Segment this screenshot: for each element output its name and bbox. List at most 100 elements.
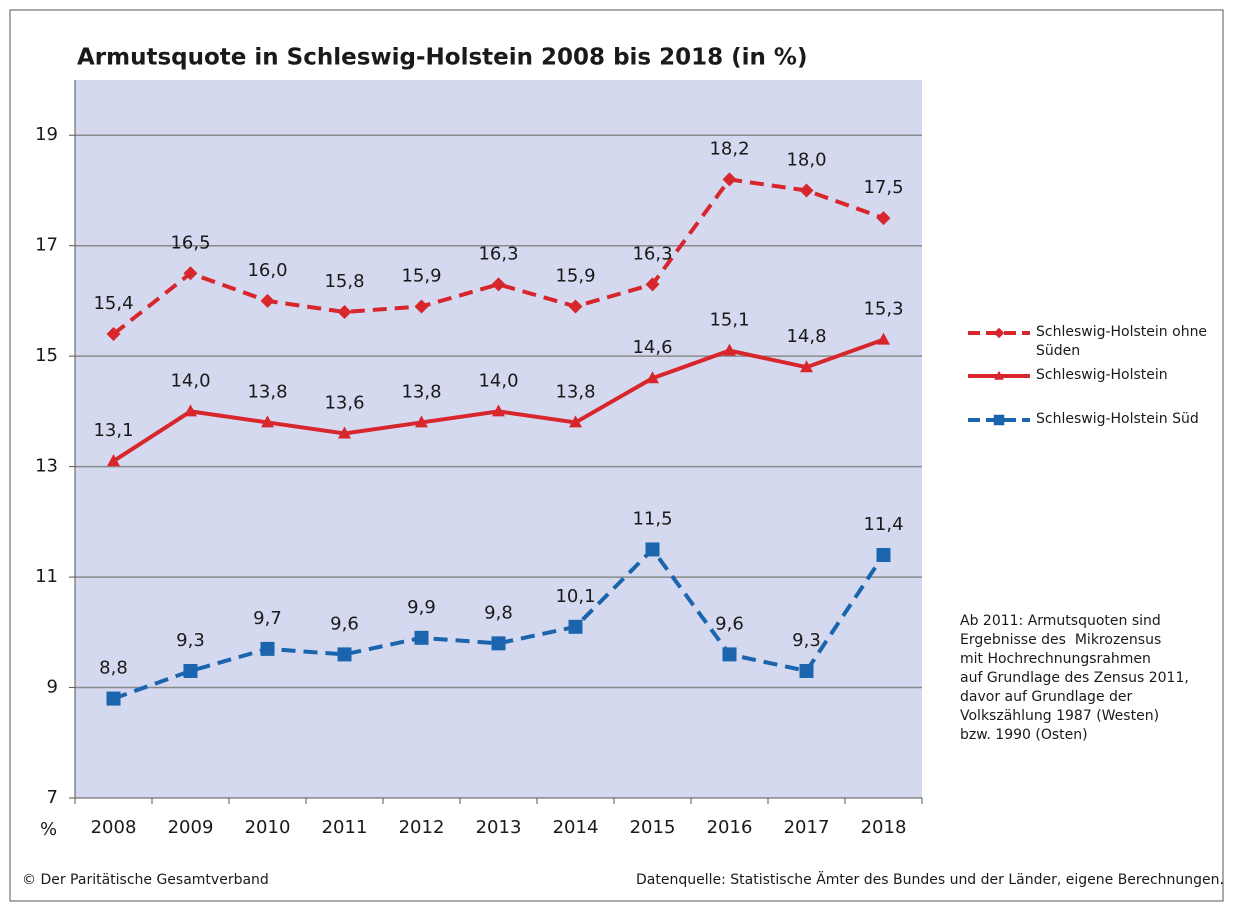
y-unit: % (40, 819, 57, 840)
data-label: 15,8 (324, 271, 364, 292)
note-line: auf Grundlage des Zensus 2011, (960, 670, 1189, 686)
point (722, 647, 737, 662)
note-line: Volkszählung 1987 (Westen) (960, 708, 1160, 724)
point (645, 542, 660, 557)
y-tick-label: 15 (35, 345, 58, 366)
x-tick-label: 2008 (91, 817, 137, 838)
data-label: 13,1 (93, 420, 133, 441)
point (876, 547, 891, 562)
point (569, 415, 582, 428)
data-label: 16,0 (247, 260, 287, 281)
note-line: davor auf Grundlage der (960, 689, 1133, 705)
data-label: 9,8 (484, 602, 513, 623)
data-label: 14,8 (786, 326, 826, 347)
note-line: bzw. 1990 (Osten) (960, 727, 1088, 743)
x-tick-label: 2009 (168, 817, 214, 838)
point (645, 277, 660, 292)
data-label: 16,3 (632, 243, 672, 264)
y-tick-label: 13 (35, 456, 58, 477)
legend-marker (993, 327, 1005, 339)
data-label: 9,3 (176, 630, 205, 651)
point (491, 277, 506, 292)
point (260, 641, 275, 656)
y-tick-label: 7 (47, 787, 58, 808)
data-label: 15,1 (709, 310, 749, 331)
point (414, 299, 429, 314)
chart-title: Armutsquote in Schleswig-Holstein 2008 b… (77, 45, 807, 71)
data-label: 15,3 (863, 299, 903, 320)
data-label: 13,8 (555, 381, 595, 402)
note-line: Ergebnisse des Mikrozensus (960, 632, 1162, 648)
copyright: © Der Paritätische Gesamtverband (22, 872, 269, 888)
legend-label: Schleswig-Holstein Süd (1036, 411, 1199, 427)
point (261, 415, 274, 428)
x-tick-label: 2015 (630, 817, 676, 838)
point (337, 647, 352, 662)
plot-area (75, 80, 922, 798)
point (492, 404, 505, 417)
data-label: 18,2 (709, 138, 749, 159)
note-line: Ab 2011: Armutsquoten sind (960, 613, 1161, 629)
data-label: 14,0 (478, 370, 518, 391)
x-tick-label: 2018 (861, 817, 907, 838)
y-tick-label: 17 (35, 235, 58, 256)
point (876, 211, 891, 226)
x-tick-label: 2016 (707, 817, 753, 838)
point (568, 299, 583, 314)
point (107, 454, 120, 467)
data-label: 10,1 (555, 586, 595, 607)
data-label: 9,7 (253, 608, 282, 629)
data-label: 13,6 (324, 392, 364, 413)
data-label: 14,6 (632, 337, 672, 358)
point (260, 293, 275, 308)
point (646, 371, 659, 384)
x-tick-label: 2010 (245, 817, 291, 838)
data-label: 16,5 (170, 232, 210, 253)
point (723, 343, 736, 356)
point (414, 630, 429, 645)
point (184, 404, 197, 417)
point (800, 360, 813, 373)
point (106, 691, 121, 706)
x-tick-label: 2014 (553, 817, 599, 838)
point (799, 183, 814, 198)
legend-label: Schleswig-Holstein (1036, 367, 1168, 383)
point (183, 266, 198, 281)
legend-marker (994, 370, 1004, 380)
data-label: 18,0 (786, 149, 826, 170)
point (877, 332, 890, 345)
data-label: 14,0 (170, 370, 210, 391)
point (799, 663, 814, 678)
data-label: 9,9 (407, 597, 436, 618)
data-label: 15,4 (93, 293, 133, 314)
point (415, 415, 428, 428)
data-label: 13,8 (401, 381, 441, 402)
y-tick-label: 11 (35, 566, 58, 587)
series-line (112, 177, 885, 336)
data-label: 11,4 (863, 514, 903, 535)
data-label: 17,5 (863, 177, 903, 198)
data-label: 8,8 (99, 658, 128, 679)
source: Datenquelle: Statistische Ämter des Bund… (636, 870, 1224, 888)
x-tick-label: 2017 (784, 817, 830, 838)
data-label: 9,6 (715, 613, 744, 634)
data-label: 9,6 (330, 613, 359, 634)
y-tick-label: 19 (35, 124, 58, 145)
data-label: 13,8 (247, 381, 287, 402)
point (568, 619, 583, 634)
note: Ab 2011: Armutsquoten sind Ergebnisse des… (960, 612, 1189, 745)
data-label: 15,9 (555, 265, 595, 286)
data-label: 9,3 (792, 630, 821, 651)
data-label: 15,9 (401, 265, 441, 286)
point (491, 636, 506, 651)
series-line (112, 546, 886, 701)
point (183, 663, 198, 678)
x-tick-label: 2013 (476, 817, 522, 838)
note-line: mit Hochrechnungsrahmen (960, 651, 1151, 667)
legend-label: Schleswig-Holstein ohne Süden (1036, 324, 1208, 359)
data-label: 16,3 (478, 243, 518, 264)
x-tick-label: 2012 (399, 817, 445, 838)
legend-marker (993, 414, 1005, 426)
